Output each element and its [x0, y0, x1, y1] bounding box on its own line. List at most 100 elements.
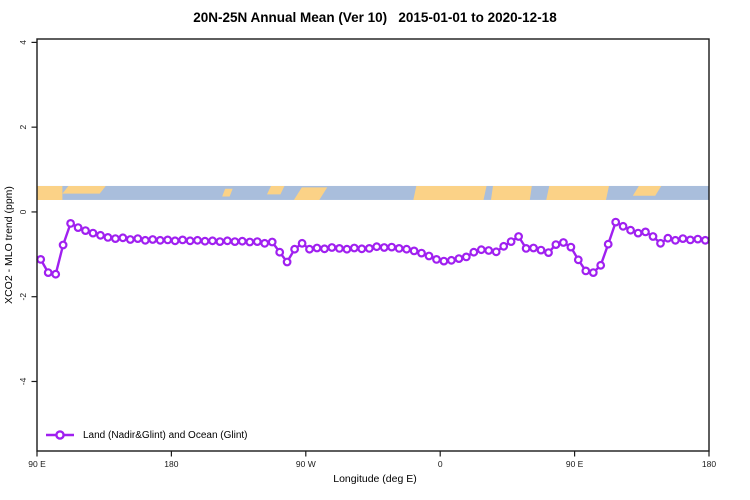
- data-point: [51, 269, 61, 279]
- x-tick-label: 0: [438, 459, 443, 469]
- y-tick-label: 2: [18, 125, 28, 130]
- data-point: [140, 235, 150, 245]
- data-point: [133, 234, 143, 244]
- data-point: [581, 266, 591, 276]
- data-point: [514, 232, 523, 241]
- data-point: [379, 243, 389, 252]
- data-point: [118, 233, 128, 243]
- data-point: [36, 255, 46, 264]
- data-point: [327, 243, 337, 252]
- data-point: [491, 247, 501, 257]
- map-strip-land-segment: [266, 185, 285, 195]
- y-tick-label: -2: [18, 293, 28, 301]
- data-point: [700, 235, 710, 245]
- data-point: [432, 255, 441, 264]
- map-strip-land-segment: [62, 185, 106, 194]
- data-point: [88, 228, 98, 238]
- data-point: [551, 240, 561, 250]
- data-point: [663, 233, 673, 243]
- data-point: [566, 242, 576, 252]
- legend-label: Land (Nadir&Glint) and Ocean (Glint): [83, 429, 248, 441]
- data-point: [208, 236, 217, 246]
- data-point: [394, 243, 404, 253]
- data-point: [320, 244, 329, 254]
- data-point: [222, 236, 232, 246]
- data-point: [693, 234, 703, 244]
- data-point: [529, 243, 538, 253]
- data-point: [633, 228, 643, 238]
- map-strip-land-segment: [546, 185, 609, 200]
- data-point: [155, 235, 165, 245]
- data-point: [454, 254, 464, 264]
- data-point: [671, 235, 680, 245]
- data-point: [349, 243, 359, 253]
- data-point: [611, 217, 621, 227]
- data-point: [66, 218, 75, 228]
- y-axis-title: XCO2 - MLO trend (ppm): [3, 186, 15, 304]
- data-point: [200, 236, 210, 246]
- x-tick-label: 90 E: [28, 459, 46, 469]
- data-point: [125, 235, 135, 244]
- data-point: [685, 235, 695, 245]
- data-point: [648, 232, 658, 241]
- data-point: [110, 234, 120, 244]
- data-point: [178, 235, 188, 245]
- data-point: [73, 223, 83, 233]
- map-strip-land-segment: [413, 185, 487, 200]
- data-point: [588, 268, 598, 278]
- data-point: [335, 243, 344, 253]
- x-tick-label: 180: [702, 459, 716, 469]
- data-point: [193, 235, 202, 245]
- data-point: [641, 227, 650, 237]
- x-tick-label: 90 W: [296, 459, 316, 469]
- map-strip-land-segment: [632, 185, 662, 196]
- data-point: [372, 242, 382, 252]
- data-point: [559, 238, 568, 247]
- data-point: [461, 252, 471, 262]
- data-point: [297, 238, 307, 248]
- data-point: [521, 243, 531, 253]
- data-point: [148, 235, 158, 244]
- data-point: [81, 226, 90, 236]
- map-strip-land-segment: [490, 185, 532, 200]
- data-point: [43, 268, 53, 278]
- data-point: [476, 245, 486, 255]
- data-point: [506, 237, 516, 247]
- data-point: [215, 237, 225, 247]
- data-point: [290, 244, 300, 254]
- data-point: [103, 232, 113, 242]
- data-point: [424, 251, 434, 261]
- data-point: [170, 236, 180, 246]
- data-point: [357, 244, 367, 254]
- x-axis-title: Longitude (deg E): [333, 473, 417, 485]
- map-strip-ocean: [37, 185, 709, 200]
- data-point: [417, 248, 426, 258]
- x-tick-label: 180: [164, 459, 178, 469]
- x-tick-label: 90 E: [566, 459, 584, 469]
- data-point: [163, 235, 173, 245]
- data-point: [409, 246, 419, 256]
- legend: Land (Nadir&Glint) and Ocean (Glint): [44, 428, 248, 442]
- map-strip-land-segment: [37, 185, 63, 200]
- data-point: [544, 248, 553, 258]
- data-point: [387, 242, 397, 252]
- map-strip-land-segment: [222, 188, 233, 197]
- y-tick-label: 0: [18, 209, 28, 214]
- data-point: [536, 245, 546, 255]
- data-point: [469, 247, 479, 257]
- legend-circle-icon: [55, 430, 65, 440]
- chart-title: 20N-25N Annual Mean (Ver 10) 2015-01-01 …: [193, 10, 557, 25]
- data-point: [626, 225, 635, 235]
- data-point: [96, 230, 105, 240]
- plot-border: [36, 38, 710, 452]
- data-point: [603, 239, 613, 249]
- legend-series-symbol: [46, 430, 74, 440]
- data-point: [573, 255, 583, 265]
- data-point: [499, 241, 509, 251]
- y-tick-label: -4: [18, 377, 28, 385]
- data-point: [58, 240, 68, 250]
- data-point: [252, 237, 262, 247]
- data-point: [305, 244, 314, 254]
- data-point: [282, 257, 292, 267]
